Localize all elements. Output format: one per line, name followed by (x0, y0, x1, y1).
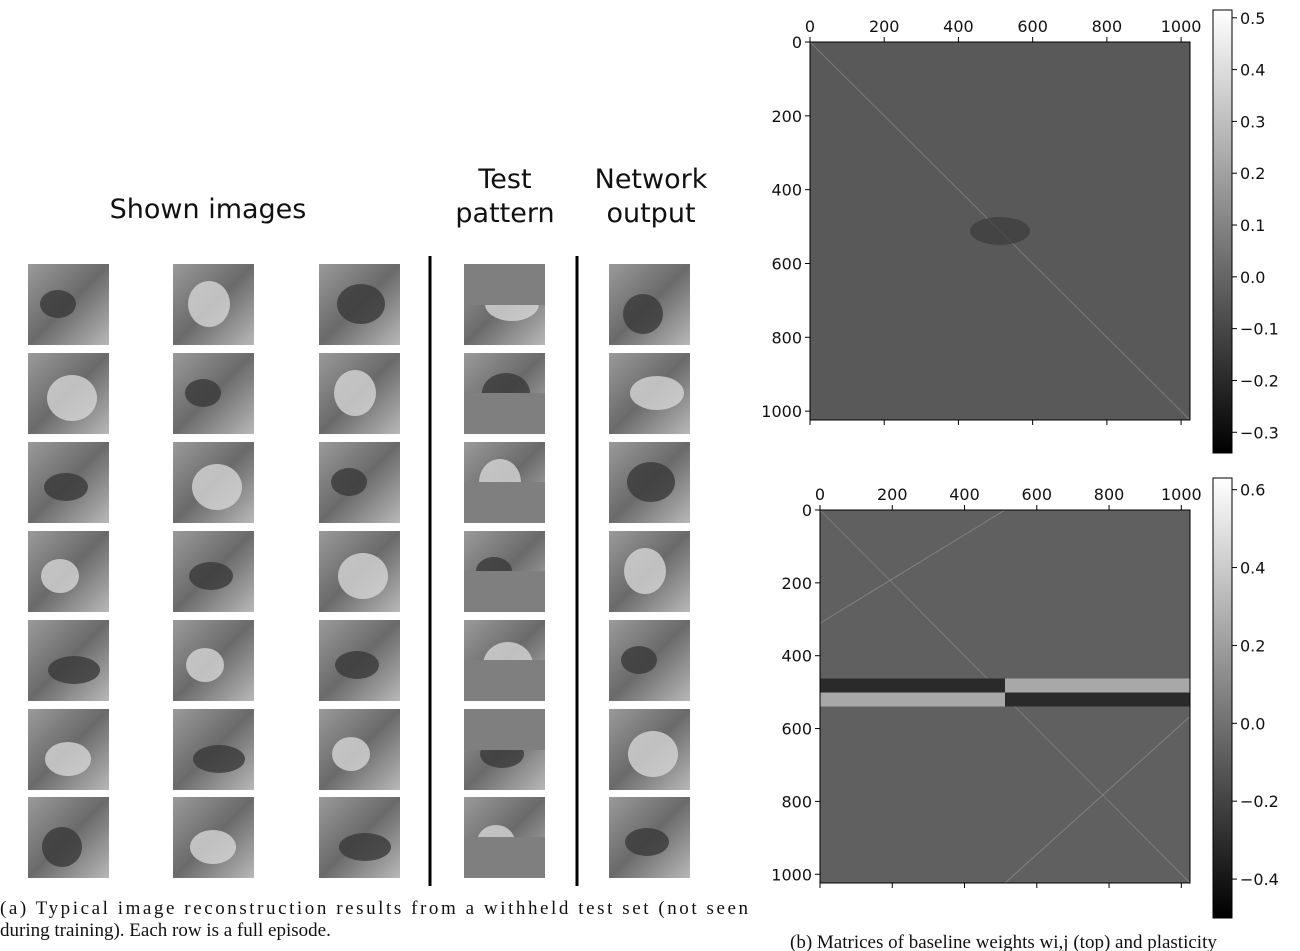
colorbar-tick-label: 0.5 (1240, 9, 1265, 28)
thumbnail-object (188, 281, 230, 327)
y-tick-label: 400 (771, 181, 802, 200)
y-tick-label: 800 (781, 792, 812, 811)
colorbar (1212, 9, 1233, 454)
caption: during training). Each row is a full epi… (0, 920, 331, 941)
colorbar-tick-label: 0.0 (1240, 714, 1265, 733)
heatmap-center (970, 217, 1030, 245)
thumbnail-object (337, 284, 385, 324)
thumbnail-object (630, 376, 684, 410)
y-tick-label: 800 (771, 328, 802, 347)
thumbnail-object (185, 379, 221, 407)
y-tick-label: 1000 (761, 402, 802, 421)
heatmap-band (1005, 692, 1190, 707)
header: Network (595, 164, 708, 195)
colorbar (1212, 477, 1233, 919)
header: Shown images (110, 194, 307, 225)
thumbnail-object (41, 559, 79, 593)
thumbnail-object (193, 745, 245, 773)
thumbnail-object (42, 827, 82, 867)
thumbnail-object (45, 742, 91, 776)
occlusion (464, 264, 545, 305)
x-tick-label: 600 (1022, 485, 1053, 504)
heatmap-frame (819, 509, 1191, 884)
colorbar-tick-label: 0.2 (1240, 164, 1265, 183)
caption: (b) Matrices of baseline weights wi,j (t… (790, 932, 1217, 951)
colorbar-tick-label: −0.2 (1240, 371, 1279, 390)
occlusion (464, 837, 545, 878)
y-tick-label: 200 (781, 574, 812, 593)
colorbar-tick-label: 0.1 (1240, 216, 1265, 235)
heatmap-band (820, 678, 1005, 693)
heatmap-diagonal (1004, 716, 1191, 884)
occlusion (464, 482, 545, 523)
thumbnail-object (628, 731, 678, 777)
thumbnail-object (190, 830, 236, 864)
occlusion (464, 571, 545, 612)
colorbar-tick-label: 0.4 (1240, 61, 1265, 80)
thumbnail-object (339, 833, 391, 861)
occlusion (464, 709, 545, 750)
colorbar-tick-label: 0.6 (1240, 481, 1265, 500)
occlusion (464, 660, 545, 701)
thumbnail-object (192, 464, 242, 510)
heatmap-diagonal (819, 509, 1006, 624)
colorbar-tick-label: 0.2 (1240, 636, 1265, 655)
colorbar-tick-label: −0.2 (1240, 792, 1279, 811)
thumbnail-object (186, 648, 224, 682)
thumbnail-object (44, 473, 88, 501)
header: output (606, 198, 695, 229)
x-tick-label: 1000 (1161, 17, 1202, 36)
y-tick-label: 600 (781, 720, 812, 739)
thumbnail-object (48, 656, 100, 684)
thumbnail-object (338, 553, 388, 599)
heatmap-band (1005, 678, 1190, 693)
thumbnail-object (332, 737, 370, 771)
y-tick-label: 0 (802, 501, 812, 520)
x-tick-label: 400 (949, 485, 980, 504)
header: Test (477, 164, 531, 195)
x-tick-label: 800 (1092, 17, 1123, 36)
thumbnail-object (621, 646, 657, 674)
thumbnail-object (625, 828, 669, 856)
thumbnail-object (623, 294, 663, 334)
colorbar-tick-label: 0.3 (1240, 112, 1265, 131)
y-tick-label: 0 (792, 33, 802, 52)
thumbnail-object (334, 370, 376, 416)
thumbnail-object (627, 462, 675, 502)
y-tick-label: 600 (771, 254, 802, 273)
colorbar-tick-label: −0.4 (1240, 870, 1279, 889)
thumbnail-object (47, 375, 97, 421)
colorbar-tick-label: −0.1 (1240, 320, 1279, 339)
x-tick-label: 400 (943, 17, 974, 36)
occlusion (464, 393, 545, 434)
heatmap-band (820, 692, 1005, 707)
colorbar-tick-label: −0.3 (1240, 423, 1279, 442)
x-tick-label: 0 (815, 485, 825, 504)
x-tick-label: 200 (877, 485, 908, 504)
thumbnail-object (189, 562, 233, 590)
y-tick-label: 1000 (771, 865, 812, 884)
x-tick-label: 1000 (1161, 485, 1202, 504)
x-tick-label: 600 (1017, 17, 1048, 36)
colorbar-tick-label: 0.4 (1240, 559, 1265, 578)
heatmap-frame (809, 41, 1191, 421)
x-tick-label: 200 (869, 17, 900, 36)
x-tick-label: 800 (1094, 485, 1125, 504)
image-grid (28, 264, 690, 878)
y-tick-label: 400 (781, 647, 812, 666)
colorbar-tick-label: 0.0 (1240, 268, 1265, 287)
thumbnail-object (335, 651, 379, 679)
y-tick-label: 200 (771, 107, 802, 126)
thumbnail-object (40, 290, 76, 318)
x-tick-label: 0 (805, 17, 815, 36)
header: pattern (455, 198, 554, 229)
thumbnail-object (331, 468, 367, 496)
thumbnail-object (624, 548, 666, 594)
caption: (a) Typical image reconstruction results… (0, 898, 749, 919)
